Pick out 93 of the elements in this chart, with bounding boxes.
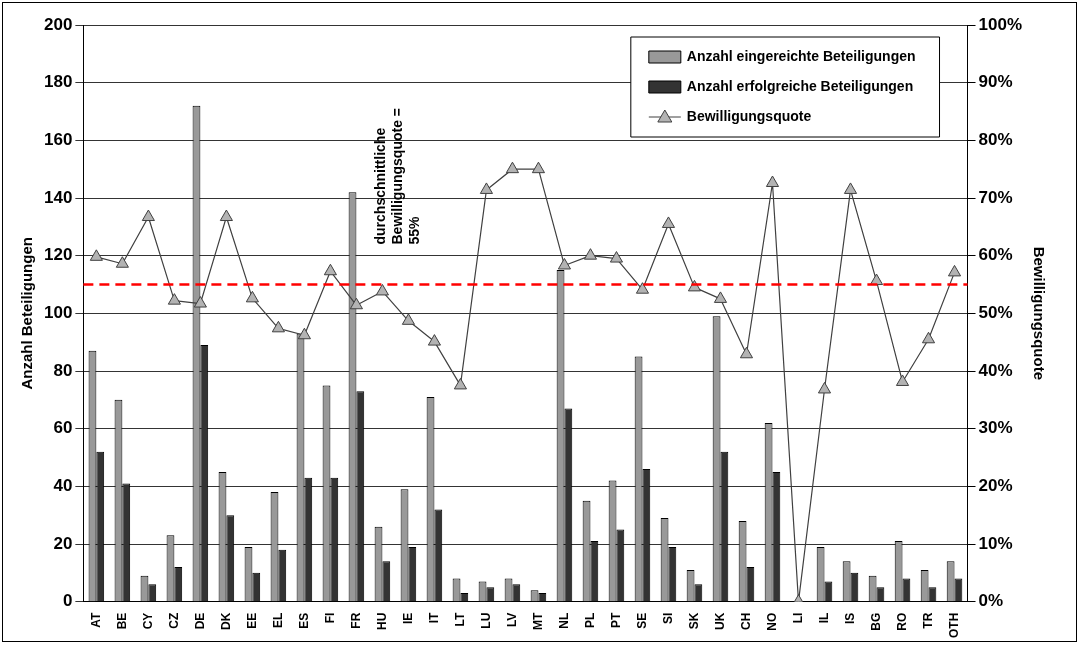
y-tick-label: 200 [43,14,73,34]
x-tick-label: PL [582,612,597,629]
x-tick-label: LI [790,612,805,624]
y2-tick-label: 80% [978,130,1013,150]
x-tick-label: LU [478,612,493,629]
x-tick-label: LT [452,612,467,627]
point [115,256,129,268]
point [765,175,780,188]
x-tick-label: BE [114,612,129,630]
x-tick-label: IT [426,612,441,624]
x-tick-label: ES [296,612,311,629]
y2-tick-label: 30% [978,418,1013,438]
point [167,293,181,305]
point [739,346,754,359]
ref-line-label: durchschnittliche Bewilligungsquote = 55% [372,107,423,245]
point [349,297,363,310]
x-tick-label: RO [894,612,909,631]
point [921,331,936,344]
point [713,291,728,303]
legend-label: Bewilligungsquote [686,107,812,124]
legend-label: Anzahl erfolgreiche Beteiligungen [686,77,914,94]
x-tick-label: FI [322,612,337,624]
y2-tick-label: 90% [978,72,1013,92]
y2-tick-label: 10% [978,533,1013,553]
y2-tick-label: 70% [978,187,1013,207]
y-tick-label: 120 [43,245,73,265]
point [479,182,493,194]
x-tick-label: MT [530,612,545,630]
x-tick-label: DK [218,612,233,631]
point [245,290,259,303]
point [661,216,676,228]
x-tick-label: BG [868,612,883,631]
x-tick-label: NO [764,612,779,631]
y2-tick-label: 60% [978,245,1013,265]
x-tick-label: EE [244,612,259,629]
y-tick-label: 60 [53,418,73,438]
x-tick-label: TR [920,612,935,629]
x-tick-label: FR [348,612,363,629]
y2-tick-label: 40% [978,360,1013,380]
point [323,263,337,276]
point [635,282,650,294]
point [895,374,910,386]
point [557,257,572,270]
point [219,209,233,222]
y-tick-label: 160 [43,130,73,150]
x-tick-label: CY [140,612,155,630]
x-tick-label: OTH [946,612,961,639]
x-tick-label: SK [686,612,701,630]
point [505,161,519,174]
point [609,251,624,263]
y2-tick-label: 50% [978,303,1013,323]
point [583,248,598,260]
x-tick-label: CH [738,612,753,631]
point [271,320,285,333]
y-tick-label: 180 [43,72,73,92]
x-tick-label: UK [712,612,727,631]
y2-tick-label: 20% [978,476,1013,496]
y-tick-label: 140 [43,187,73,207]
y-tick-label: 100 [43,303,73,323]
x-tick-label: HU [374,612,389,631]
x-tick-label: NL [556,612,571,629]
point [817,381,832,394]
x-tick-label: IS [842,612,857,625]
point [427,334,441,346]
point [375,283,389,296]
x-tick-label: EL [270,612,285,629]
x-tick-label: CZ [166,612,181,629]
x-tick-label: AT [88,612,103,628]
y-tick-label: 40 [53,476,73,496]
x-tick-label: SE [634,612,649,629]
y-tick-label: 20 [53,533,73,553]
point [193,296,207,308]
point [297,327,311,340]
point [89,249,103,261]
x-tick-label: IL [816,612,831,624]
y-axis-title: Anzahl Beteiligungen [18,237,36,390]
x-tick-label: PT [608,612,623,629]
y2-tick-label: 100% [978,14,1022,34]
x-tick-label: SI [660,612,675,625]
legend-label: Anzahl eingereichte Beteiligungen [686,47,916,64]
y-tick-label: 80 [53,360,73,380]
point [947,264,962,277]
y2-tick-label: 0% [978,591,1004,611]
x-tick-label: LV [504,612,519,628]
y2-axis-title: Bewilligungsquote [1030,246,1048,381]
point [453,377,467,390]
x-tick-label: IE [400,612,415,625]
point [401,313,415,325]
x-tick-label: DE [192,612,207,630]
y-tick-label: 0 [62,591,73,611]
point [531,161,546,174]
point [843,182,858,194]
point [141,209,155,222]
